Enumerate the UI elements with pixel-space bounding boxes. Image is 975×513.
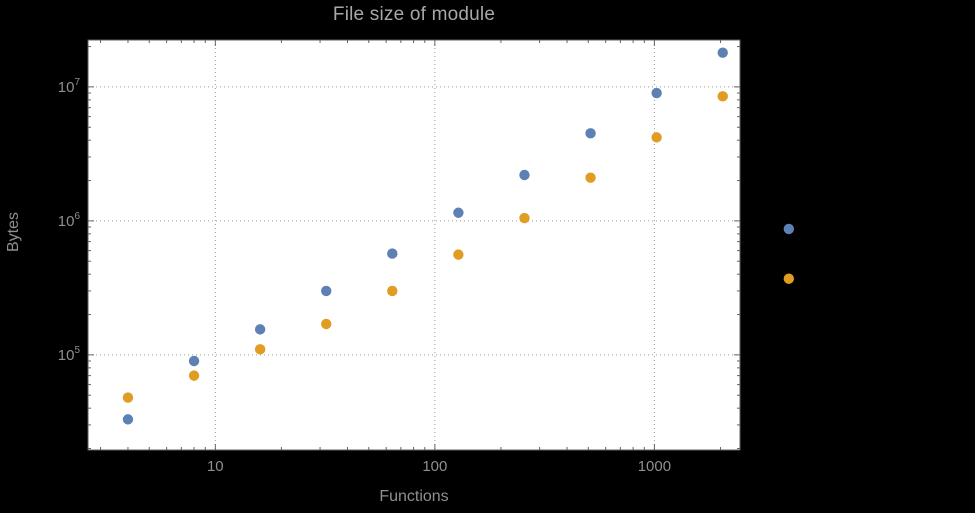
data-point-blue bbox=[783, 223, 795, 235]
data-point-blue bbox=[453, 207, 464, 218]
data-point-blue bbox=[519, 169, 530, 181]
data-point-orange bbox=[321, 318, 332, 330]
data-point-orange bbox=[188, 370, 200, 381]
data-point-orange bbox=[585, 172, 596, 183]
data-point-blue bbox=[585, 128, 596, 139]
data-point-orange bbox=[254, 344, 266, 355]
plot-background bbox=[88, 40, 740, 450]
data-point-orange bbox=[651, 132, 662, 143]
data-point-orange bbox=[519, 212, 530, 224]
y-axis-label: Bytes bbox=[5, 212, 22, 253]
y-tick-label: 105 bbox=[58, 345, 81, 364]
y-tick-label: 106 bbox=[58, 211, 81, 230]
data-point-blue bbox=[122, 414, 134, 425]
data-point-blue bbox=[387, 248, 398, 259]
data-point-orange bbox=[717, 91, 728, 102]
data-point-blue bbox=[188, 355, 200, 367]
data-point-blue bbox=[254, 324, 266, 335]
x-tick-label: 10 bbox=[207, 458, 224, 475]
x-axis-label: Functions bbox=[379, 488, 449, 505]
data-point-orange bbox=[453, 249, 464, 260]
data-point-orange bbox=[122, 392, 134, 403]
data-point-blue bbox=[717, 47, 728, 58]
y-tick-label: 107 bbox=[58, 77, 81, 96]
data-point-blue bbox=[651, 87, 662, 99]
x-tick-label: 1000 bbox=[638, 458, 671, 475]
data-point-orange bbox=[387, 285, 398, 297]
x-tick-label: 100 bbox=[422, 458, 447, 475]
data-point-orange bbox=[783, 273, 795, 284]
data-point-blue bbox=[321, 285, 332, 297]
chart-title: File size of module bbox=[332, 4, 496, 25]
